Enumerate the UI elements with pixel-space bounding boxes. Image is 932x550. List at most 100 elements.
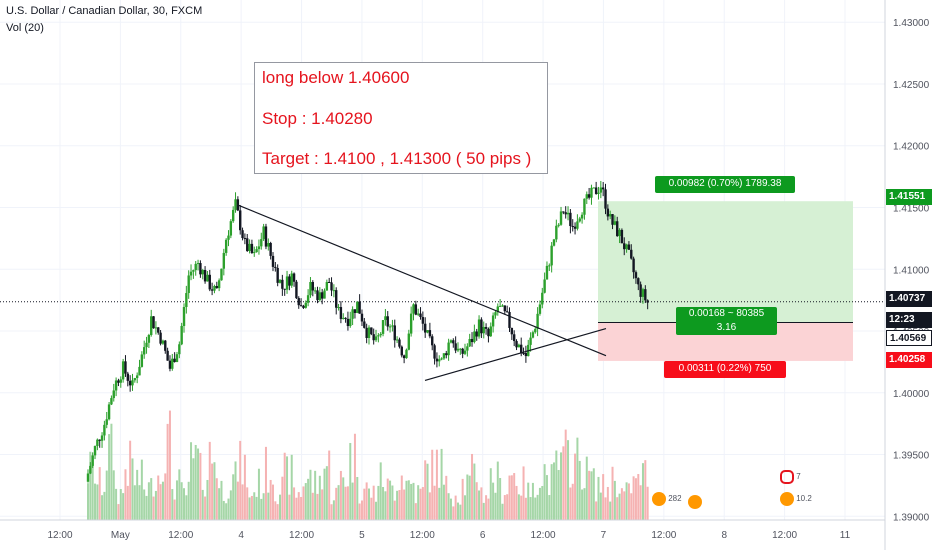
volume-bar [213, 462, 216, 520]
entry-badge: 0.00168 ~ 80385 3.16 [676, 307, 777, 335]
volume-bar [236, 481, 239, 520]
volume-bar [293, 487, 296, 520]
candle-body [241, 230, 244, 238]
candle-body [128, 380, 132, 386]
volume-bar [332, 500, 335, 520]
volume-bar [260, 498, 263, 520]
candle-body [147, 334, 151, 343]
candle-body [302, 305, 305, 308]
candle-body [634, 272, 638, 279]
candle-body [569, 212, 572, 227]
symbol-header[interactable]: U.S. Dollar / Canadian Dollar, 30, FXCM [6, 5, 203, 17]
event-marker-1[interactable]: 282 [652, 492, 682, 506]
candle-body [175, 354, 179, 362]
candle-body [470, 338, 474, 343]
candle-body [297, 298, 300, 306]
volume-bar [286, 456, 289, 520]
volume-bar [545, 475, 548, 520]
candle-body [178, 344, 181, 355]
volume-bar [138, 485, 141, 520]
volume-bar [440, 448, 443, 520]
candle-body [508, 311, 511, 328]
candle-body [620, 229, 624, 244]
candle-body [388, 326, 392, 328]
candle-body [566, 212, 570, 215]
volume-bar [447, 493, 450, 520]
volume-indicator-label[interactable]: Vol (20) [6, 22, 44, 34]
x-tick-label: May [111, 530, 130, 541]
volume-bar [403, 489, 406, 520]
candle-body [529, 337, 532, 345]
candle-body [604, 189, 607, 209]
candle-body [208, 274, 211, 290]
volume-bar [108, 434, 111, 520]
candle-body [199, 263, 202, 275]
event-marker-2[interactable] [688, 495, 702, 511]
volume-bar [246, 487, 249, 520]
grid [0, 0, 885, 520]
candle-body [126, 373, 130, 381]
candle-body [154, 327, 158, 329]
volume-bar [496, 461, 499, 520]
candle-body [637, 278, 640, 285]
candle-body [597, 192, 600, 194]
candle-body [384, 316, 387, 321]
event-marker-3[interactable]: 7 [780, 470, 801, 484]
candle-body [342, 317, 345, 319]
volume-bar [323, 468, 326, 520]
volume-bar [248, 497, 251, 520]
volume-bar [110, 423, 113, 520]
candle-body [290, 273, 293, 286]
candle-body [515, 341, 518, 348]
volume-bar [370, 497, 373, 520]
candle-body [103, 424, 106, 436]
volume-bar [241, 484, 244, 520]
volume-bar [187, 481, 190, 520]
candle-body [86, 473, 90, 482]
event-marker-4[interactable]: 10.2 [780, 492, 812, 506]
trade-note-box[interactable]: long below 1.40600 Stop : 1.40280 Target… [254, 62, 548, 174]
volume-bar [105, 470, 108, 520]
candle-body [428, 330, 432, 337]
volume-bar [562, 446, 565, 520]
candle-body [590, 187, 593, 198]
volume-bar [454, 495, 457, 520]
candle-body [119, 379, 122, 383]
volume-bar [161, 481, 164, 520]
volume-bar [145, 495, 148, 520]
x-tick-label: 12:00 [410, 530, 435, 541]
volume-bar [471, 453, 474, 520]
candle-body [168, 360, 172, 369]
x-tick-label: 12:00 [289, 530, 314, 541]
volume-bar [194, 444, 197, 520]
volume-bar [304, 483, 307, 520]
flag-icon [652, 492, 666, 506]
volume-bar [215, 478, 218, 520]
volume-bar [328, 450, 331, 520]
volume-bar [243, 454, 246, 520]
volume-bars [87, 410, 649, 520]
volume-bar [529, 497, 532, 520]
volume-bar [115, 488, 118, 520]
candle-body [538, 304, 542, 314]
flag-icon [780, 492, 794, 506]
candle-body [171, 358, 174, 369]
volume-bar [433, 485, 436, 520]
stop-badge: 0.00311 (0.22%) 750 [664, 361, 786, 378]
volume-bar [307, 478, 310, 520]
volume-bar [508, 475, 511, 520]
candle-body [210, 289, 214, 291]
candle-body [386, 316, 389, 327]
volume-bar [398, 490, 401, 520]
note-stop-text: Stop : 1.40280 [262, 109, 373, 128]
candle-body [407, 333, 411, 350]
candle-body [121, 361, 125, 380]
candle-body [559, 211, 563, 225]
volume-bar [517, 494, 520, 520]
y-tick-label: 1.40000 [893, 389, 930, 400]
descending-trendline [237, 204, 607, 357]
candle-body [564, 212, 567, 215]
candle-body [498, 305, 502, 307]
volume-bar [552, 462, 555, 520]
